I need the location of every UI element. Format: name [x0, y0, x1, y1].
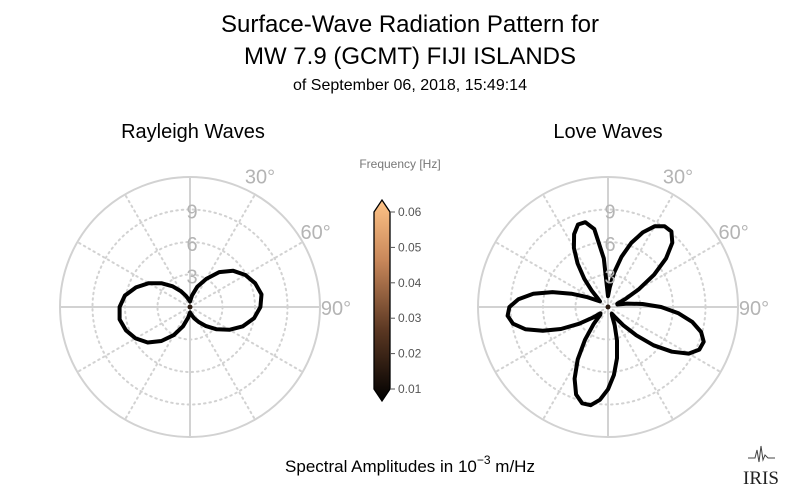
frequency-colorbar: Frequency [Hz] 0.06 0.05 0.04 0.03 0.02 0.01 — [359, 157, 441, 403]
rayleigh-spoke-150 — [189, 306, 256, 421]
love-spoke-30 — [607, 193, 674, 308]
rayleigh-radial-tick-3: 3 — [186, 267, 197, 289]
love-angle-label-60: 60° — [719, 222, 749, 244]
rayleigh-pattern-series — [117, 268, 264, 345]
colorbar-tick-label: 0.03 — [398, 311, 422, 325]
footer-exponent: −3 — [477, 453, 491, 467]
footer-unit: m/Hz — [491, 457, 535, 476]
colorbar-label: Frequency [Hz] — [359, 157, 440, 171]
footer-text: Spectral Amplitudes in — [285, 457, 458, 476]
rayleigh-panel-title: Rayleigh Waves — [121, 121, 265, 143]
love-pattern-series — [505, 220, 706, 408]
love-center-marker — [605, 304, 611, 310]
love-radial-tick-6: 6 — [604, 234, 615, 256]
colorbar-tick-label: 0.06 — [398, 205, 422, 219]
seismogram-icon — [748, 445, 775, 463]
rayleigh-spoke-300 — [76, 241, 191, 308]
rayleigh-spoke-30 — [189, 193, 256, 308]
chart-title-line-1: Surface-Wave Radiation Pattern for — [221, 11, 599, 38]
love-spoke-120 — [607, 306, 722, 373]
rayleigh-polar-labels: 3 6 9 30° 60° 90° — [186, 166, 351, 320]
rayleigh-spoke-240 — [76, 306, 191, 373]
rayleigh-center-marker — [187, 304, 193, 310]
rayleigh-pattern-curve — [117, 268, 264, 345]
colorbar-tick-label: 0.01 — [398, 382, 422, 396]
colorbar-ticks: 0.06 0.05 0.04 0.03 0.02 0.01 — [390, 205, 422, 396]
love-radial-tick-9: 9 — [604, 202, 615, 224]
love-pattern-curve — [505, 220, 706, 408]
love-polar-labels: 3 6 9 30° 60° 90° — [604, 166, 769, 320]
chart-subtitle: of September 06, 2018, 15:49:14 — [293, 77, 527, 94]
rayleigh-radial-tick-6: 6 — [186, 234, 197, 256]
love-polar-plot: 3 6 9 30° 60° 90° — [477, 166, 769, 438]
love-polar-grid — [477, 176, 739, 438]
rayleigh-spoke-120 — [189, 306, 304, 373]
love-angle-label-90: 90° — [739, 298, 769, 320]
colorbar-tick-label: 0.04 — [398, 276, 422, 290]
iris-logo: IRIS — [743, 445, 779, 489]
colorbar-scale — [373, 198, 391, 403]
rayleigh-polar-plot: 3 6 9 30° 60° 90° — [59, 166, 351, 438]
chart-title-line-2: MW 7.9 (GCMT) FIJI ISLANDS — [244, 43, 576, 70]
colorbar-tick-label: 0.02 — [398, 347, 422, 361]
footer-caption: Spectral Amplitudes in 10−3 m/Hz — [285, 453, 535, 476]
footer-base: 10 — [458, 457, 477, 476]
love-spoke-150 — [607, 306, 674, 421]
rayleigh-angle-label-60: 60° — [301, 222, 331, 244]
rayleigh-spoke-210 — [124, 306, 191, 421]
colorbar-tick-label: 0.05 — [398, 240, 422, 254]
iris-logo-text: IRIS — [743, 468, 779, 489]
love-panel-title: Love Waves — [553, 121, 662, 143]
rayleigh-angle-label-90: 90° — [321, 298, 351, 320]
love-radial-tick-3: 3 — [604, 267, 615, 289]
love-angle-label-30: 30° — [663, 166, 693, 188]
rayleigh-angle-label-30: 30° — [245, 166, 275, 188]
rayleigh-radial-tick-9: 9 — [186, 202, 197, 224]
